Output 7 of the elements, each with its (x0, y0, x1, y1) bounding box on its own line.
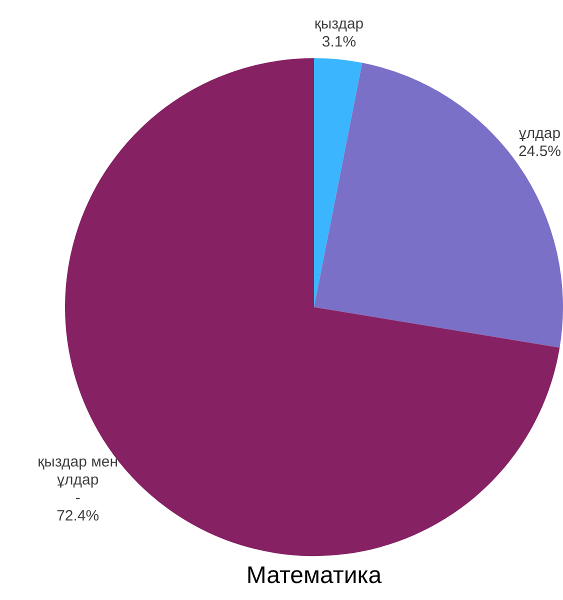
text: Математика (246, 562, 382, 590)
data-label: 24.5% (518, 142, 562, 160)
slice-label: қыздар мен ұлдар - (38, 454, 118, 507)
slice-label: ұлдар (518, 124, 561, 142)
slice-label: қыздар (314, 15, 364, 32)
data-label: 72.4% (56, 508, 100, 525)
data-label: 3.1% (322, 33, 356, 50)
